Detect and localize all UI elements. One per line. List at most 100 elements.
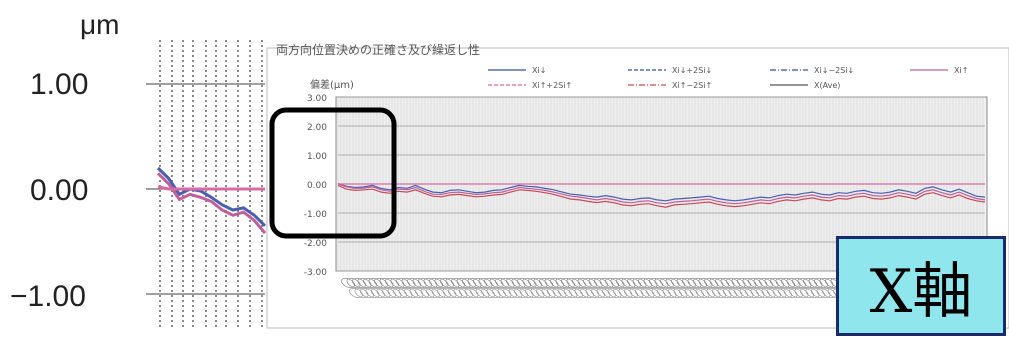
x-tick-mark [596, 288, 611, 298]
x-tick-mark [442, 288, 457, 298]
x-tick-mark [709, 278, 724, 288]
x-tick-mark [607, 288, 622, 298]
x-tick-mark [434, 278, 449, 288]
big-ytick-label: 1.00 [30, 68, 88, 101]
x-tick-mark [803, 278, 817, 288]
x-tick-mark [429, 278, 443, 288]
x-tick-mark [756, 288, 770, 298]
y-tick-label: 1.00 [307, 152, 327, 162]
x-tick-mark [613, 288, 627, 298]
x-tick-mark [781, 278, 795, 288]
x-tick-mark [404, 288, 418, 298]
x-tick-mark [569, 288, 583, 298]
x-tick-mark [448, 288, 462, 298]
x-tick-mark [739, 288, 754, 298]
x-tick-mark [382, 288, 396, 298]
y-tick-label: 2.00 [307, 123, 327, 133]
x-tick-mark [649, 278, 663, 288]
x-tick-mark [602, 288, 616, 298]
x-tick-mark [467, 278, 482, 288]
series-line [337, 182, 986, 202]
x-tick-mark [701, 288, 715, 298]
x-tick-mark [393, 288, 407, 298]
x-tick-mark [679, 288, 693, 298]
x-tick-mark [519, 288, 534, 298]
x-tick-mark [478, 278, 493, 288]
x-tick-mark [819, 278, 834, 288]
x-tick-mark [759, 278, 773, 288]
x-tick-mark [530, 288, 545, 298]
x-tick-mark [360, 288, 374, 298]
x-tick-mark [481, 288, 495, 298]
x-tick-mark [459, 288, 473, 298]
x-tick-mark [676, 278, 691, 288]
x-tick-mark [770, 278, 784, 288]
x-tick-mark [352, 278, 366, 288]
x-tick-mark [536, 288, 550, 298]
x-tick-mark [357, 278, 372, 288]
x-tick-mark [646, 288, 660, 298]
x-tick-mark [511, 278, 526, 288]
x-tick-mark [632, 278, 647, 288]
x-tick-mark [695, 288, 710, 298]
x-tick-mark [629, 288, 644, 298]
x-tick-mark [514, 288, 528, 298]
x-tick-mark [693, 278, 707, 288]
x-tick-mark [371, 288, 385, 298]
highlight-box [269, 107, 397, 239]
x-tick-mark [712, 288, 726, 298]
x-tick-mark [456, 278, 471, 288]
zoomed-axis-panel: μm 1.00 0.00 −1.00 [10, 9, 267, 330]
x-tick-mark [500, 278, 515, 288]
x-tick-mark [814, 278, 828, 288]
x-tick-mark [594, 278, 608, 288]
x-tick-mark [390, 278, 405, 288]
x-tick-mark [349, 288, 363, 298]
y-tick-label: -3.00 [304, 268, 328, 278]
x-tick-mark [544, 278, 559, 288]
x-tick-mark [682, 278, 696, 288]
x-tick-mark [418, 278, 432, 288]
x-tick-mark [379, 278, 394, 288]
x-tick-mark [588, 278, 603, 288]
x-tick-mark [473, 278, 487, 288]
x-tick-mark [409, 288, 424, 298]
x-tick-mark [464, 288, 479, 298]
zoom-series-line [156, 172, 267, 235]
x-tick-mark [440, 278, 454, 288]
x-tick-mark [673, 288, 688, 298]
x-tick-mark [698, 278, 713, 288]
x-tick-mark [387, 288, 402, 298]
x-tick-mark [420, 288, 435, 298]
x-tick-mark [517, 278, 531, 288]
legend-label: Xi↑−2Si↑ [672, 81, 712, 90]
x-tick-mark [610, 278, 625, 288]
x-tick-mark [580, 288, 594, 298]
x-tick-mark [657, 288, 671, 298]
x-tick-mark [525, 288, 539, 298]
x-tick-mark [816, 288, 831, 298]
x-tick-mark [484, 278, 498, 288]
y-tick-label: -1.00 [304, 210, 328, 220]
x-tick-mark [412, 278, 427, 288]
x-tick-mark [396, 278, 410, 288]
x-tick-mark [407, 278, 421, 288]
series-line [337, 183, 986, 205]
series-line [337, 184, 986, 208]
x-tick-mark [492, 288, 506, 298]
legend: Xi↓ Xi↓+2Si↓ Xi↓−2Si↓ Xi↑ Xi↑+2Si↑ Xi↑−2Si↑ X(… [488, 66, 968, 90]
x-tick-mark [687, 278, 702, 288]
x-tick-mark [764, 278, 779, 288]
x-tick-mark [797, 278, 812, 288]
x-tick-mark [506, 278, 520, 288]
x-tick-mark [451, 278, 465, 288]
x-tick-mark [368, 278, 383, 288]
x-tick-mark [563, 288, 578, 298]
x-tick-mark [654, 278, 669, 288]
x-tick-mark [800, 288, 814, 298]
axis-badge: X軸 [836, 236, 1006, 336]
x-tick-mark [426, 288, 440, 298]
x-tick-mark [354, 288, 369, 298]
x-tick-mark [605, 278, 619, 288]
x-tick-mark [508, 288, 523, 298]
